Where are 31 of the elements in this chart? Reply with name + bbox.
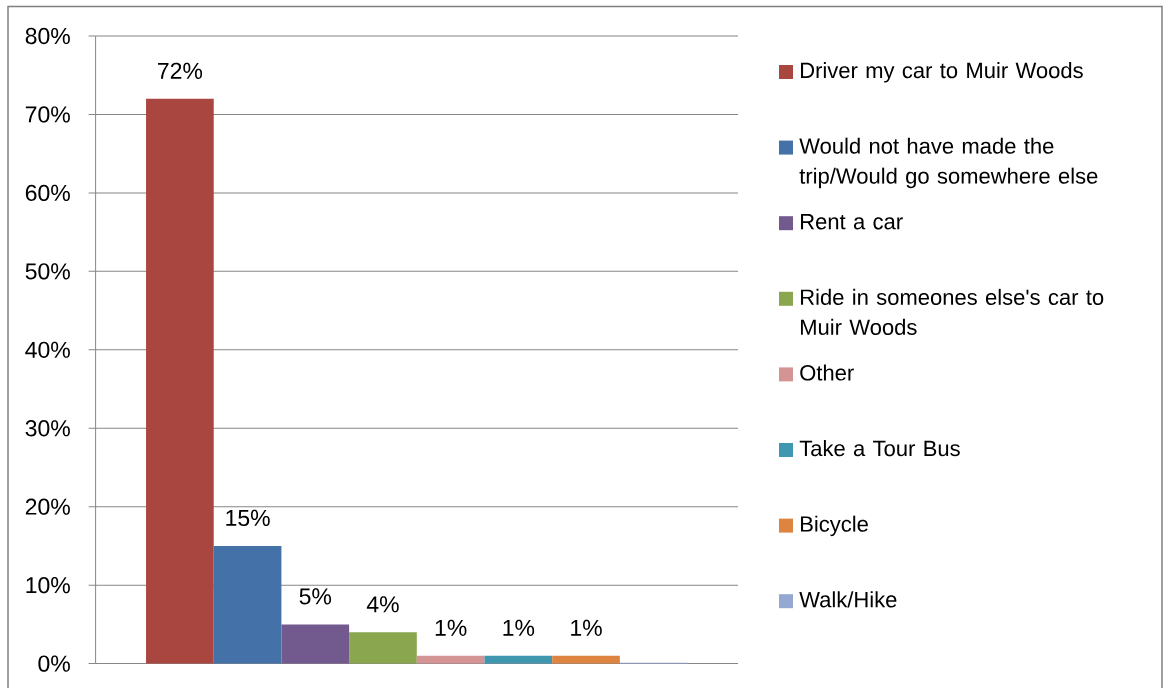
data-label: 1% — [503, 619, 535, 636]
y-tick-label: 30% — [25, 420, 70, 437]
bar — [552, 655, 620, 664]
data-label: 1% — [435, 619, 467, 636]
legend-label: Ride in someones else's car to Muir Woods — [801, 288, 1104, 336]
data-label: 4% — [366, 596, 399, 613]
y-tick-label: 40% — [25, 341, 70, 358]
y-tick-label: 20% — [25, 498, 70, 515]
data-label: 15% — [226, 509, 270, 527]
bar — [416, 655, 485, 664]
legend-label: Other — [800, 364, 854, 381]
data-label: 5% — [299, 588, 332, 605]
y-tick-label: 10% — [26, 577, 70, 594]
y-tick-label: 70% — [25, 106, 70, 123]
bar — [484, 655, 553, 664]
bar — [281, 624, 350, 664]
data-label: 72% — [158, 62, 203, 79]
bar — [146, 98, 214, 664]
y-tick-label: 0% — [38, 655, 70, 672]
bar — [213, 545, 282, 664]
data-label: 1% — [571, 619, 602, 636]
legend-label: Take a Tour Bus — [799, 440, 960, 457]
legend-label: Rent a car — [801, 214, 903, 230]
bar — [349, 632, 417, 664]
legend-label: Walk/Hike — [799, 591, 897, 608]
y-tick-label: 50% — [25, 263, 70, 280]
legend-label: Would not have made the trip/Would go somewhere else — [799, 137, 1098, 189]
y-tick-label: 60% — [25, 184, 70, 202]
y-tick-label: 80% — [25, 27, 70, 45]
legend-label: Bicycle — [801, 515, 868, 537]
legend-label: Driver my car to Muir Woods — [801, 62, 1083, 83]
